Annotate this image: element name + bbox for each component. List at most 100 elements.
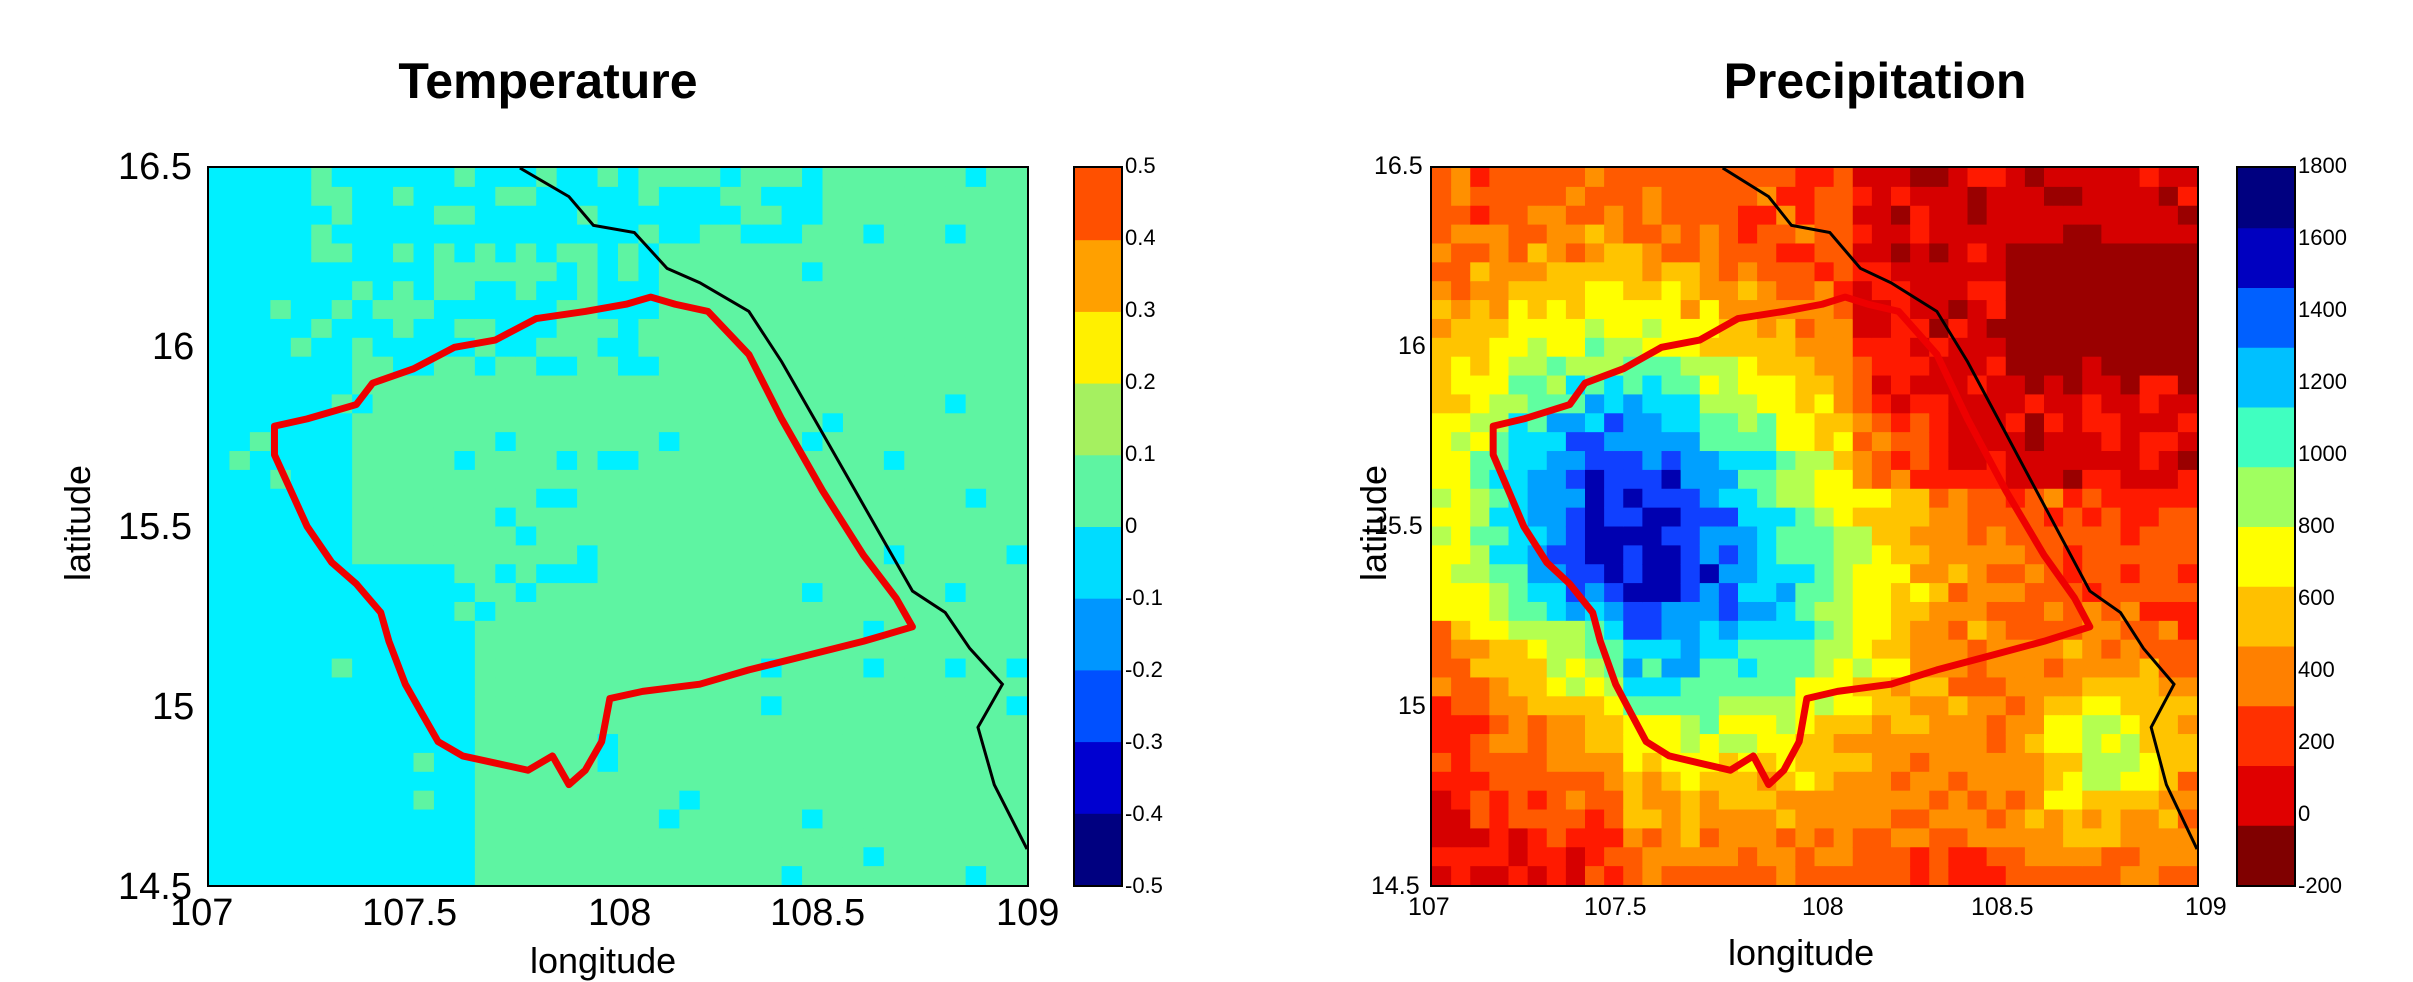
heatmap-cell — [270, 262, 292, 282]
heatmap-cell — [1718, 394, 1739, 414]
heatmap-cell — [2177, 318, 2197, 339]
heatmap-cell — [209, 243, 231, 263]
heatmap-cell — [2101, 262, 2122, 282]
heatmap-cell — [863, 243, 885, 263]
heatmap-cell — [2158, 281, 2179, 301]
heatmap-cell — [883, 658, 905, 679]
heatmap-cell — [1661, 507, 1682, 528]
heatmap-cell — [618, 771, 640, 792]
heatmap-cell — [699, 186, 721, 207]
heatmap-cell — [1546, 752, 1567, 773]
heatmap-cell — [2158, 394, 2179, 414]
heatmap-cell — [2063, 469, 2083, 490]
heatmap-cell — [1967, 771, 1988, 792]
heatmap-cell — [679, 809, 701, 829]
heatmap-cell — [2158, 168, 2179, 188]
heatmap-cell — [2177, 564, 2197, 584]
heatmap-cell — [495, 243, 517, 263]
heatmap-cell — [1948, 168, 1969, 188]
heatmap-cell — [1948, 205, 1969, 226]
heatmap-cell — [2044, 639, 2064, 660]
heatmap-cell — [556, 847, 578, 867]
heatmap-cell — [311, 168, 333, 188]
heatmap-cell — [372, 262, 394, 282]
heatmap-cell — [1891, 828, 1911, 848]
heatmap-cell — [1814, 318, 1835, 339]
heatmap-cell — [1006, 507, 1027, 528]
heatmap-cell — [1852, 601, 1873, 622]
heatmap-cell — [1432, 601, 1452, 622]
heatmap-cell — [1565, 790, 1586, 811]
heatmap-cell — [2139, 847, 2160, 867]
heatmap-cell — [2120, 375, 2141, 396]
heatmap-cell — [1699, 828, 1720, 848]
heatmap-cell — [311, 488, 333, 509]
heatmap-cell — [822, 432, 844, 452]
heatmap-cell — [1718, 469, 1739, 490]
heatmap-cell — [1776, 224, 1796, 245]
heatmap-cell — [209, 847, 231, 867]
heatmap-cell — [679, 847, 701, 867]
heatmap-cell — [536, 866, 558, 885]
heatmap-cell — [638, 300, 660, 320]
heatmap-cell — [372, 715, 394, 735]
heatmap-cell — [1642, 809, 1663, 829]
heatmap-cell — [1738, 413, 1758, 433]
heatmap-cell — [209, 771, 231, 792]
heatmap-cell — [1470, 262, 1490, 282]
heatmap-cell — [290, 752, 312, 773]
heatmap-cell — [842, 243, 864, 263]
heatmap-cell — [679, 318, 701, 339]
heatmap-cell — [1738, 394, 1758, 414]
heatmap-cell — [638, 356, 660, 377]
heatmap-cell — [433, 715, 455, 735]
heatmap-cell — [842, 432, 864, 452]
heatmap-cell — [904, 847, 926, 867]
heatmap-cell — [945, 601, 967, 622]
heatmap-cell — [372, 337, 394, 358]
heatmap-cell — [515, 620, 537, 641]
heatmap-cell — [1661, 262, 1682, 282]
heatmap-cell — [699, 507, 721, 528]
heatmap-cell — [1680, 734, 1701, 754]
heatmap-cell — [1604, 752, 1624, 773]
heatmap-cell — [249, 507, 271, 528]
heatmap-cell — [863, 658, 885, 679]
heatmap-cell — [2158, 828, 2179, 848]
heatmap-cell — [2024, 205, 2045, 226]
heatmap-cell — [1699, 337, 1720, 358]
heatmap-cell — [883, 790, 905, 811]
heatmap-cell — [536, 186, 558, 207]
heatmap-cell — [720, 432, 742, 452]
heatmap-cell — [515, 432, 537, 452]
heatmap-cell — [638, 639, 660, 660]
colorbar-tick: -0.5 — [1125, 873, 1163, 898]
heatmap-cell — [2044, 866, 2064, 885]
heatmap-cell — [740, 262, 762, 282]
heatmap-cell — [2044, 356, 2064, 377]
heatmap-cell — [413, 639, 435, 660]
heatmap-cell — [883, 639, 905, 660]
heatmap-cell — [618, 790, 640, 811]
heatmap-cell — [1470, 281, 1490, 301]
heatmap-cell — [1642, 394, 1663, 414]
heatmap-cell — [2139, 771, 2160, 792]
heatmap-cell — [1929, 224, 1949, 245]
heatmap-cell — [2120, 205, 2141, 226]
temperature-colorbar — [1073, 166, 1123, 887]
heatmap-cell — [1891, 526, 1911, 546]
heatmap-cell — [249, 205, 271, 226]
heatmap-cell — [2177, 790, 2197, 811]
heatmap-cell — [1508, 752, 1529, 773]
heatmap-cell — [1891, 243, 1911, 263]
heatmap-cell — [802, 375, 824, 396]
heatmap-cell — [1738, 715, 1758, 735]
heatmap-cell — [1585, 658, 1605, 679]
heatmap-cell — [2158, 545, 2179, 565]
heatmap-cell — [1527, 601, 1548, 622]
x-tick-107-5: 107.5 — [362, 892, 458, 934]
heatmap-cell — [597, 168, 619, 188]
heatmap-cell — [1680, 658, 1701, 679]
heatmap-cell — [822, 375, 844, 396]
heatmap-cell — [433, 394, 455, 414]
